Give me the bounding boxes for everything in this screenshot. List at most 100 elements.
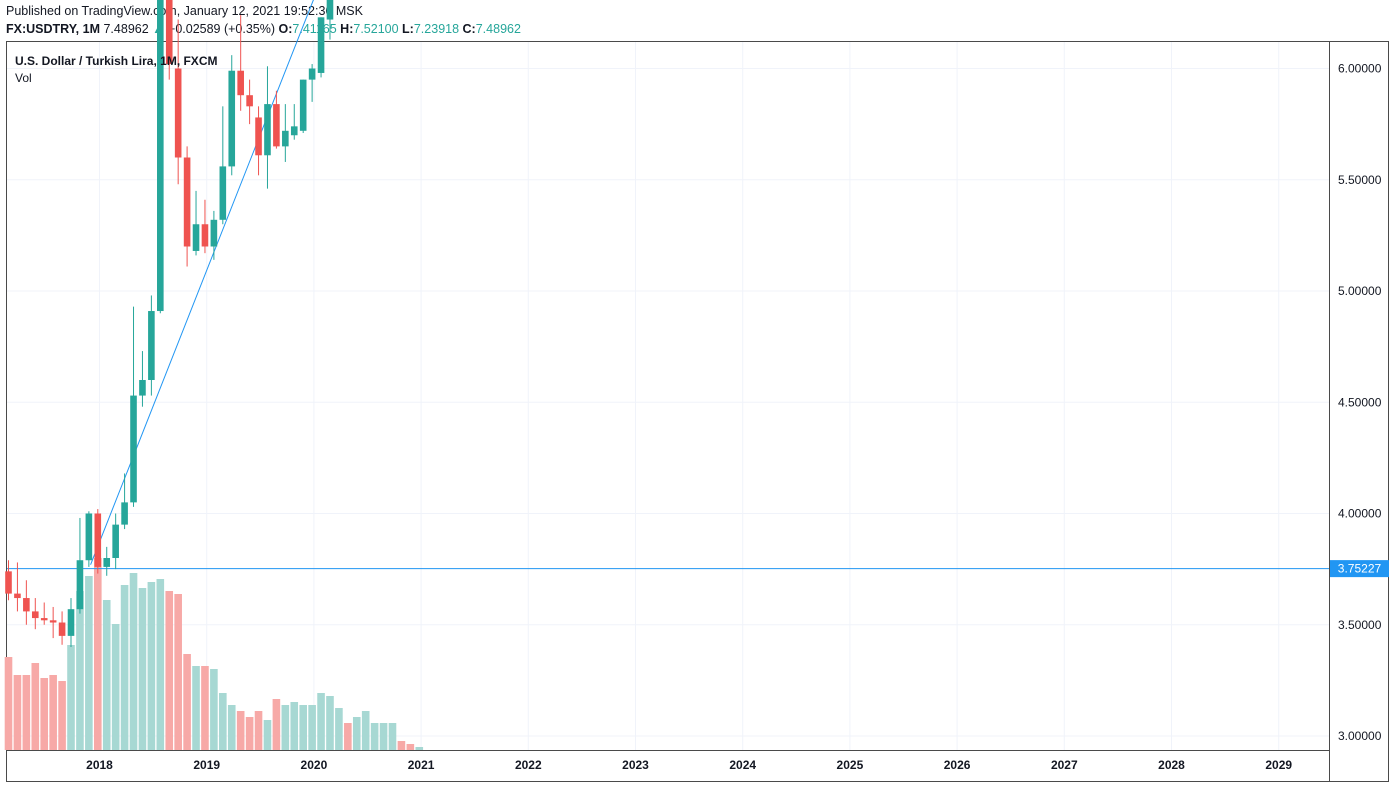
candle-body — [246, 95, 253, 107]
close-value: 7.48962 — [475, 22, 521, 36]
high-value: 7.52100 — [353, 22, 399, 36]
candle-body — [237, 70, 244, 96]
candle-body — [14, 593, 21, 599]
candle-body — [174, 68, 182, 158]
volume-bar — [76, 591, 84, 750]
candle-body — [31, 611, 39, 619]
volume-bar — [120, 585, 129, 750]
candle-body — [201, 224, 209, 247]
y-tick-label: 3.00000 — [1338, 729, 1382, 743]
candle-body — [130, 395, 137, 503]
volume-bar — [272, 699, 281, 750]
volume-bar — [317, 693, 325, 750]
volume-bar — [49, 675, 57, 750]
volume-bar — [111, 624, 120, 750]
volume-bar — [165, 591, 174, 750]
candle-body — [103, 558, 111, 567]
volume-bar — [379, 723, 388, 750]
x-tick-label: 2024 — [729, 758, 756, 772]
volume-bar — [13, 675, 22, 750]
volume-bar — [406, 744, 415, 750]
volume-bar — [290, 702, 299, 750]
x-tick-label: 2022 — [515, 758, 542, 772]
volume-bar — [326, 696, 334, 750]
candle-body — [210, 219, 218, 247]
volume-bar — [344, 723, 352, 750]
candle-body — [94, 513, 102, 567]
candle-body — [273, 104, 280, 147]
candle-body — [139, 380, 146, 396]
candle-body — [5, 571, 12, 594]
chart-frame — [6, 41, 1389, 782]
trend-line — [90, 0, 314, 565]
candle-body — [40, 618, 48, 621]
volume-bar — [352, 717, 361, 750]
volume-bar — [31, 663, 40, 750]
volume-bar — [147, 582, 156, 750]
candle-body — [317, 17, 325, 73]
volume-bar — [156, 579, 165, 750]
last-price: 7.48962 — [103, 22, 149, 36]
x-tick-label: 2025 — [837, 758, 864, 772]
y-tick-label: 5.00000 — [1338, 284, 1382, 298]
candle-body — [49, 620, 57, 623]
volume-bar — [58, 681, 66, 750]
volume-bar — [219, 693, 227, 750]
x-tick-label: 2021 — [408, 758, 435, 772]
horizontal-line-badge-bg — [1330, 560, 1389, 578]
volume-bar — [415, 747, 424, 750]
volume-bar — [192, 666, 200, 750]
low-value: 7.23918 — [413, 22, 460, 36]
x-tick-label: 2018 — [86, 758, 113, 772]
volume-bar — [94, 558, 102, 750]
candle-body — [219, 166, 227, 220]
candle-body — [228, 70, 236, 167]
y-tick-label: 4.50000 — [1338, 395, 1382, 409]
x-tick-label: 2023 — [622, 758, 649, 772]
volume-bar — [361, 711, 370, 750]
volume-bar — [397, 741, 406, 750]
candle-body — [183, 157, 191, 247]
candle-body — [264, 104, 271, 156]
price-change: +0.02589 (+0.35%) — [168, 22, 276, 36]
volume-bar — [254, 711, 263, 750]
horizontal-line-badge: 3.75227 — [1338, 562, 1382, 576]
high-label: H: — [340, 22, 354, 36]
x-tick-label: 2029 — [1265, 758, 1292, 772]
volume-bar — [281, 705, 290, 750]
candle-body — [282, 130, 289, 147]
volume-bar — [138, 588, 147, 750]
candle-body — [326, 0, 334, 20]
volume-bar — [388, 723, 397, 750]
low-label: L: — [402, 22, 414, 36]
candle-body — [157, 0, 164, 312]
x-tick-label: 2026 — [944, 758, 971, 772]
volume-bar — [263, 720, 272, 750]
y-tick-label: 5.50000 — [1338, 173, 1382, 187]
candle-body — [76, 560, 84, 610]
volume-bar — [227, 705, 236, 750]
published-note: Published on TradingView.com, January 12… — [6, 4, 363, 18]
volume-bar — [370, 723, 379, 750]
candle-body — [255, 117, 262, 156]
volume-bar — [299, 705, 307, 750]
close-label: C: — [462, 22, 476, 36]
y-tick-label: 3.50000 — [1338, 618, 1382, 632]
volume-bar — [210, 669, 218, 750]
volume-bar — [201, 666, 209, 750]
candle-body — [299, 79, 307, 131]
y-tick-label: 4.00000 — [1338, 507, 1382, 521]
volume-bar — [4, 657, 13, 750]
volume-bar — [236, 711, 245, 750]
volume-bar — [67, 645, 75, 750]
x-tick-label: 2028 — [1158, 758, 1185, 772]
candle-body — [148, 311, 155, 380]
candle-body — [23, 598, 30, 612]
x-tick-label: 2027 — [1051, 758, 1078, 772]
candle-body — [290, 126, 298, 136]
candle-body — [67, 609, 75, 636]
x-tick-label: 2019 — [193, 758, 220, 772]
volume-bar — [40, 678, 49, 750]
volume-bar — [22, 675, 31, 750]
